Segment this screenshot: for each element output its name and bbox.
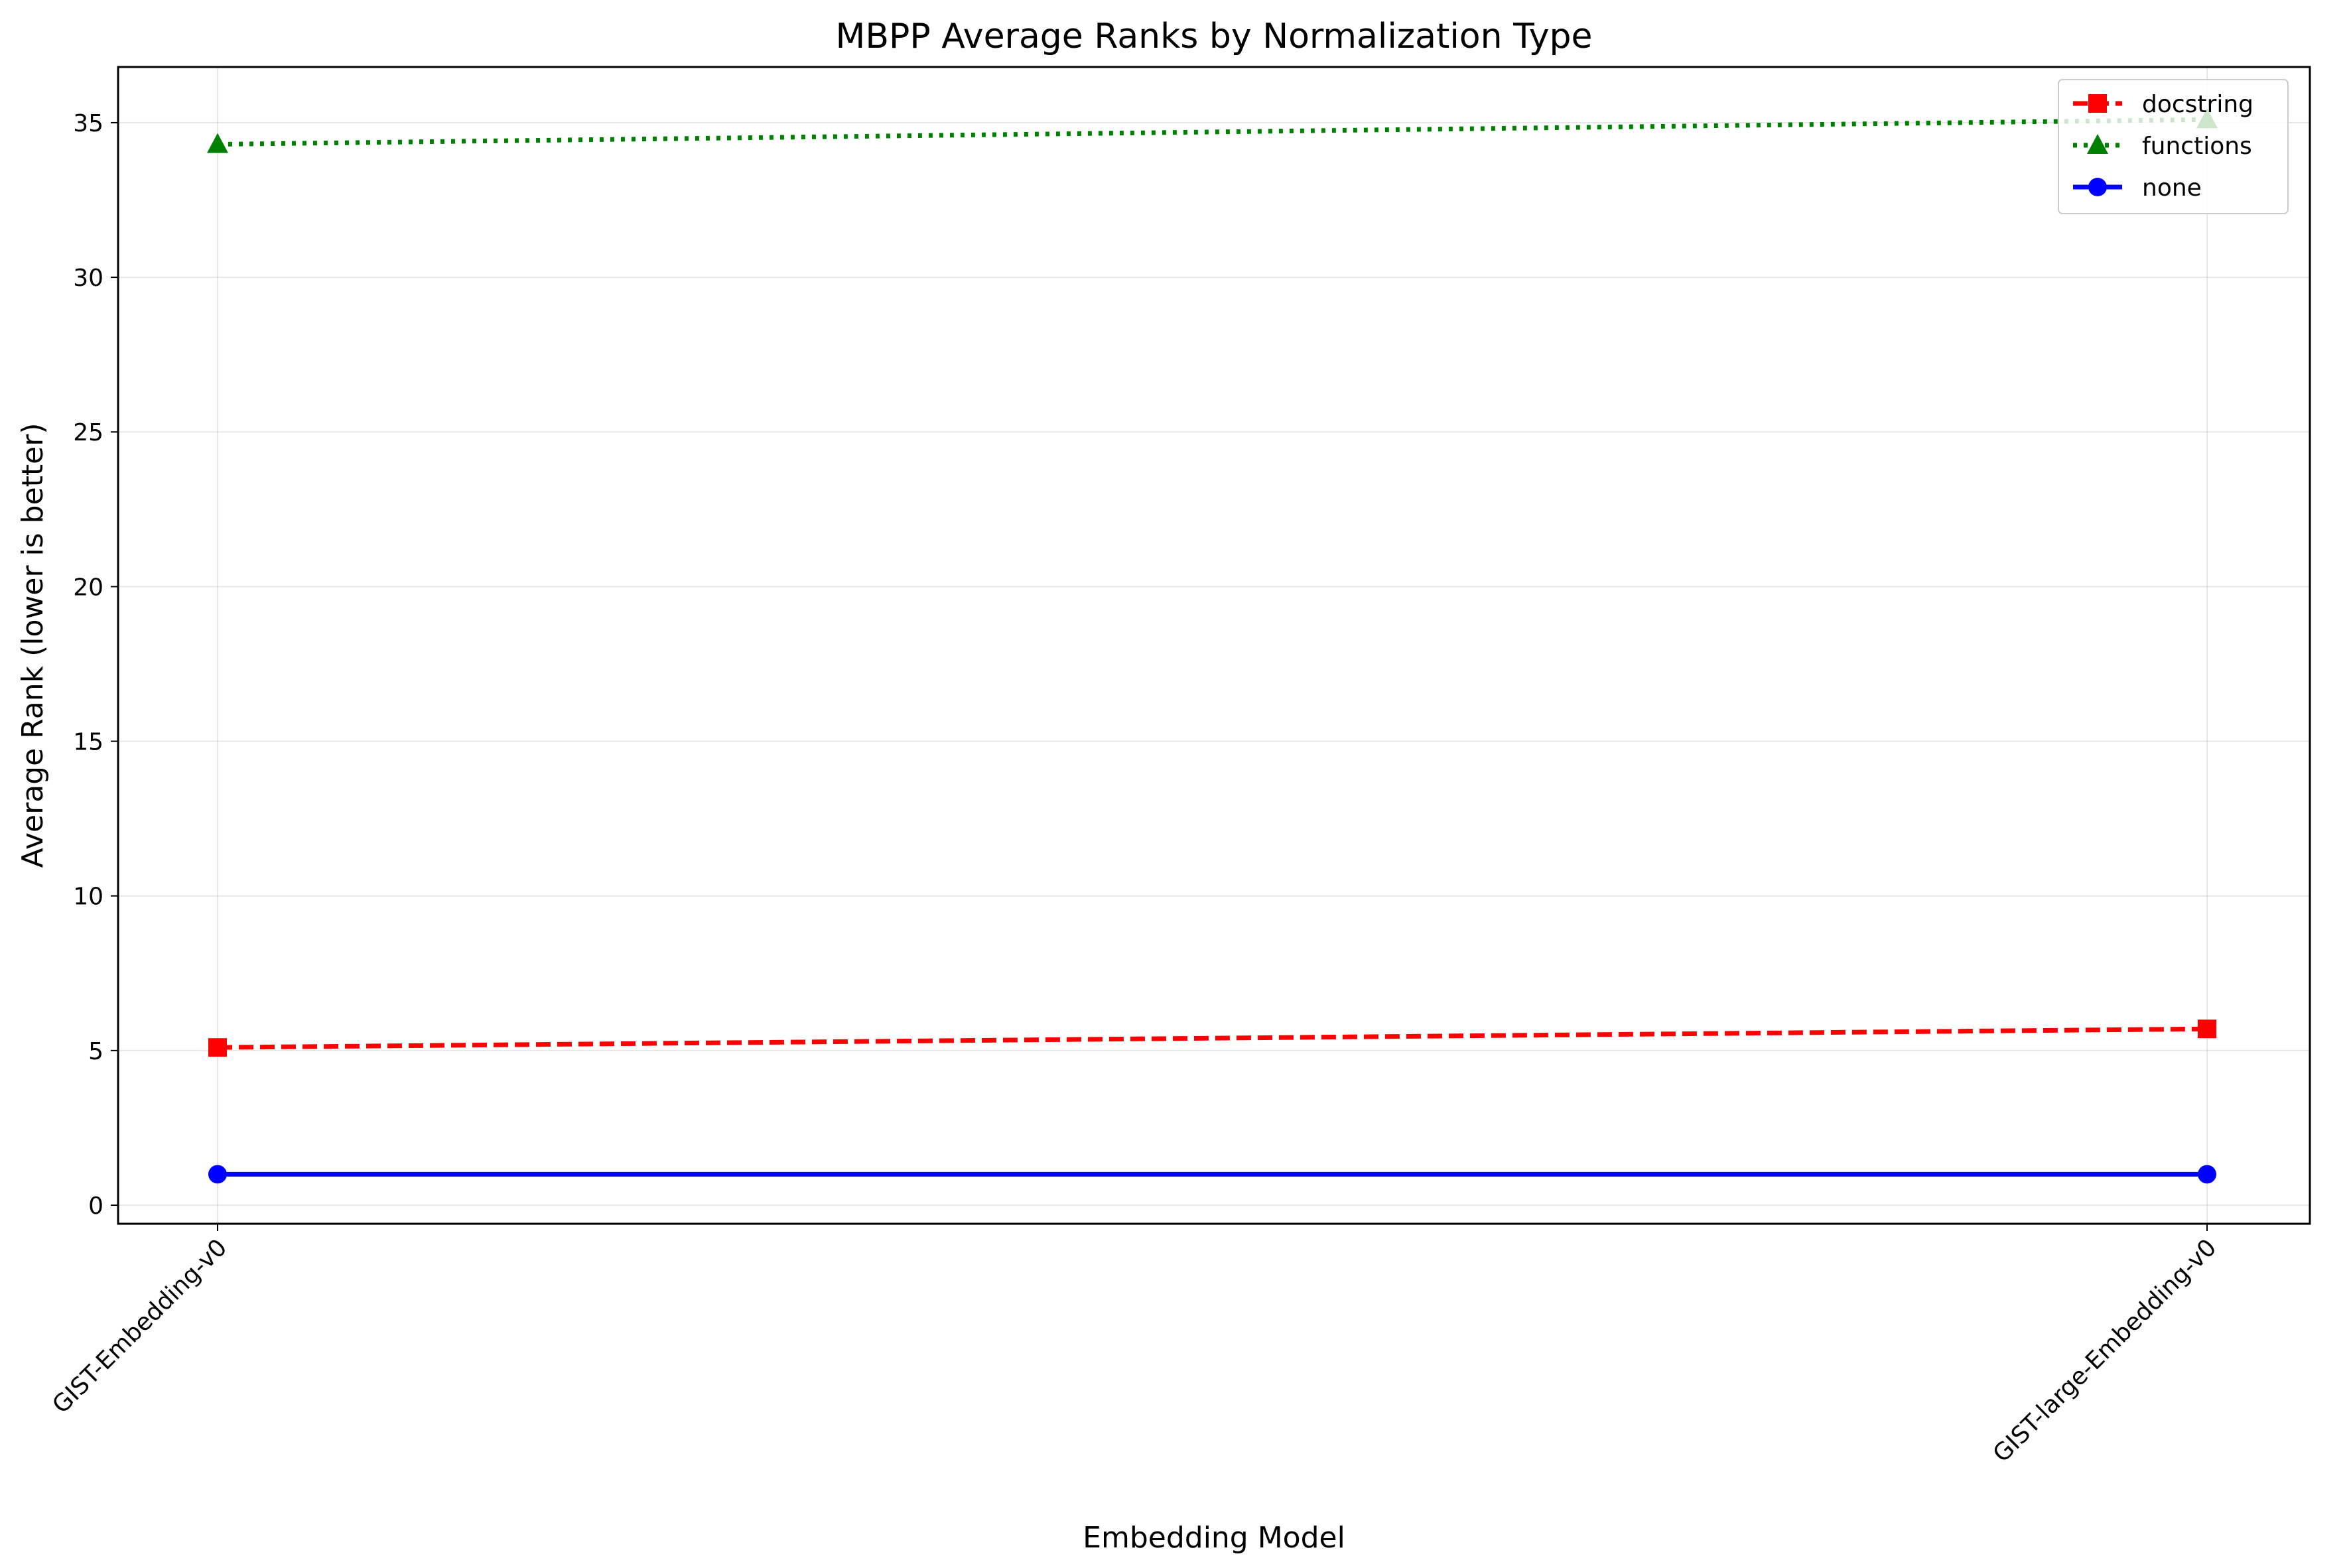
legend-label: functions (2142, 133, 2252, 160)
data-point-none (2198, 1165, 2216, 1184)
legend-entry-docstring: docstring (2073, 91, 2253, 118)
legend-label: docstring (2142, 91, 2253, 118)
y-tick-label: 5 (88, 1038, 103, 1065)
y-tick-label: 25 (73, 419, 103, 446)
legend-entry-functions: functions (2073, 133, 2252, 160)
y-tick-label: 15 (73, 729, 103, 756)
series-line-docstring (217, 1026, 2208, 1050)
legend-marker-functions (2087, 134, 2108, 154)
series-line-functions (217, 117, 2208, 147)
data-point-none (208, 1165, 227, 1184)
legend-entry-none: none (2073, 174, 2202, 202)
plot-frame (117, 66, 2311, 1225)
y-tick-label: 35 (73, 110, 103, 137)
legend-box (2058, 79, 2289, 214)
y-tick-label: 20 (73, 574, 103, 601)
legend-label: none (2142, 174, 2202, 202)
legend-marker-docstring (2088, 94, 2107, 113)
y-tick-label: 0 (88, 1193, 103, 1220)
series-layer (207, 108, 2218, 1184)
data-point-docstring (208, 1038, 227, 1057)
y-tick-label: 10 (73, 883, 103, 911)
series-none (208, 1165, 2216, 1184)
data-point-docstring (2198, 1019, 2216, 1039)
series-docstring (208, 1019, 2216, 1057)
y-axis-label: Average Rank (lower is better) (16, 423, 50, 868)
data-point-functions (207, 133, 228, 153)
y-tick-label: 30 (73, 265, 103, 292)
legend-marker-none (2088, 178, 2107, 196)
x-axis-label: Embedding Model (1083, 1521, 1345, 1555)
chart-title: MBPP Average Ranks by Normalization Type (835, 17, 1592, 56)
legend: docstring functions none (2058, 79, 2289, 214)
